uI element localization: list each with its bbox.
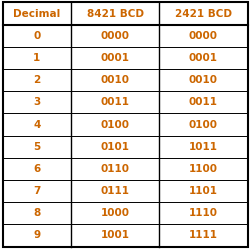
Text: 0101: 0101 — [101, 142, 130, 152]
Text: 1000: 1000 — [101, 208, 130, 218]
Text: 6: 6 — [33, 164, 40, 174]
Text: 1: 1 — [33, 53, 40, 63]
Text: 0010: 0010 — [189, 75, 218, 85]
Text: 8421 BCD: 8421 BCD — [87, 8, 144, 19]
Text: 1001: 1001 — [101, 230, 130, 241]
Text: 2421 BCD: 2421 BCD — [175, 8, 232, 19]
Text: 9: 9 — [33, 230, 40, 241]
Text: 0100: 0100 — [101, 120, 130, 129]
Text: 1110: 1110 — [189, 208, 218, 218]
Text: 3: 3 — [33, 97, 40, 107]
Text: 8: 8 — [33, 208, 40, 218]
Text: 5: 5 — [33, 142, 40, 152]
Text: 1111: 1111 — [189, 230, 218, 241]
Text: 0100: 0100 — [189, 120, 218, 129]
Text: 0110: 0110 — [101, 164, 130, 174]
Text: 0011: 0011 — [189, 97, 218, 107]
Text: 0000: 0000 — [189, 31, 218, 41]
Text: 1100: 1100 — [189, 164, 218, 174]
Text: 0000: 0000 — [101, 31, 130, 41]
Text: 2: 2 — [33, 75, 40, 85]
Text: Decimal: Decimal — [13, 8, 60, 19]
Text: 0010: 0010 — [101, 75, 130, 85]
Text: 0011: 0011 — [101, 97, 130, 107]
Text: 0001: 0001 — [101, 53, 130, 63]
Text: 0111: 0111 — [101, 186, 130, 196]
Text: 7: 7 — [33, 186, 40, 196]
Text: 0001: 0001 — [189, 53, 218, 63]
Text: 4: 4 — [33, 120, 40, 129]
Text: 0: 0 — [33, 31, 40, 41]
Text: 1101: 1101 — [189, 186, 218, 196]
Text: 1011: 1011 — [189, 142, 218, 152]
